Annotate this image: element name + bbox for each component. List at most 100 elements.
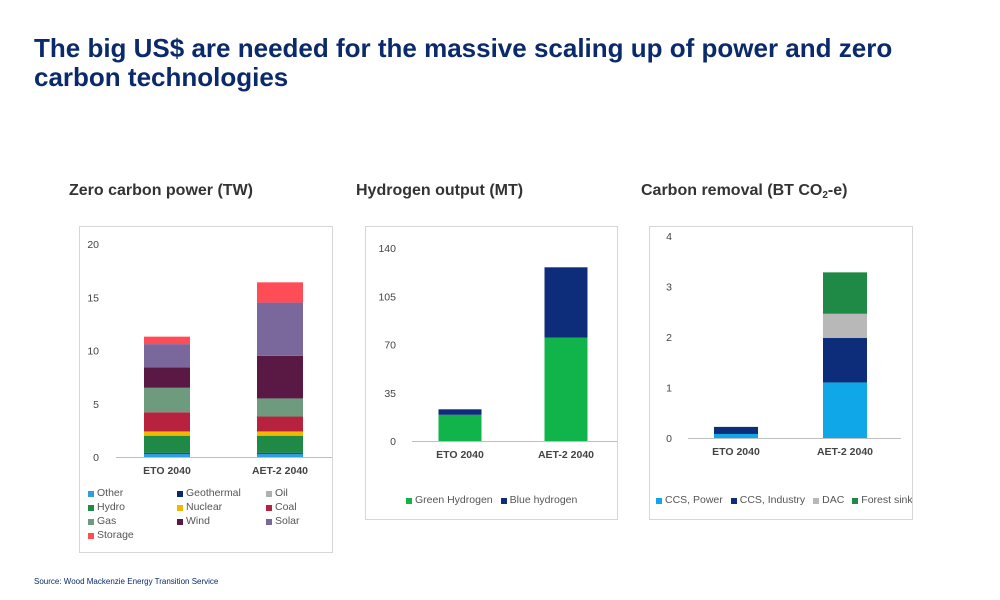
legend-label: Other	[97, 487, 124, 499]
legend-label: Green Hydrogen	[415, 494, 493, 506]
removal-ytick-label: 3	[666, 282, 672, 294]
power-bar-eto-2040-hydro	[144, 435, 190, 453]
legend-swatch	[88, 490, 94, 497]
legend-label: Solar	[275, 515, 300, 527]
legend-swatch	[852, 497, 859, 504]
hydrogen-bar-aet-2-2040-blue-hydrogen	[544, 267, 588, 338]
power-bar-eto-2040-wind	[144, 367, 190, 388]
legend-label: Coal	[275, 501, 297, 513]
legend-item-coal: Coal	[266, 501, 332, 514]
legend-swatch	[88, 518, 94, 525]
legend-swatch	[88, 532, 94, 539]
legend-swatch	[406, 497, 412, 504]
legend-item-ccs-power: CCS, Power	[656, 494, 723, 507]
legend-swatch	[813, 497, 820, 504]
power-category-label: ETO 2040	[143, 465, 191, 477]
legend-item-nuclear: Nuclear	[177, 501, 266, 514]
legend-item-gas: Gas	[88, 515, 177, 528]
removal-bar-aet-2-2040-ccs-industry	[823, 338, 867, 383]
legend-label: CCS, Industry	[739, 494, 806, 506]
hydrogen-bar-aet-2-2040-green-hydrogen	[544, 337, 588, 441]
legend-label: Nuclear	[186, 501, 223, 513]
power-bar-aet-2-2040-storage	[257, 282, 303, 303]
power-ytick-label: 5	[93, 399, 99, 411]
power-bar-eto-2040-nuclear	[144, 431, 190, 436]
legend-item-wind: Wind	[177, 515, 266, 528]
legend-label: Wind	[186, 515, 210, 527]
power-category-label: AET-2 2040	[252, 465, 308, 477]
hydrogen-chart-plot: 0 35 70 105 140 ETO 2040 AET-2 2040	[378, 243, 617, 461]
removal-category-label: ETO 2040	[712, 446, 760, 458]
hydrogen-chart: 0 35 70 105 140 ETO 2040 AET-2 2040 Green Hydr…	[365, 226, 618, 520]
power-legend: Other Geothermal Oil Hydro Nuclear Coal Gas Win…	[88, 487, 332, 542]
legend-swatch	[88, 504, 94, 511]
removal-title-subscript: 2	[822, 190, 828, 201]
hydrogen-legend: Green Hydrogen Blue hydrogen	[406, 494, 577, 507]
power-bar-eto-2040-geothermal	[144, 452, 190, 454]
legend-item-other: Other	[88, 487, 177, 500]
power-bar-aet-2-2040-nuclear	[257, 431, 303, 436]
legend-label: Oil	[275, 487, 288, 499]
hydrogen-bar-eto-2040-green-hydrogen	[438, 414, 482, 441]
legend-label: CCS, Power	[665, 494, 723, 506]
legend-label: Gas	[97, 515, 117, 527]
power-bar-eto-2040-coal	[144, 412, 190, 432]
legend-label: Forest sinks	[861, 494, 913, 506]
power-bar-eto-2040-solar	[144, 344, 190, 368]
removal-ytick-label: 0	[666, 433, 672, 445]
legend-swatch	[266, 504, 272, 511]
legend-item-storage: Storage	[88, 529, 177, 542]
power-bar-eto-2040-storage	[144, 336, 190, 345]
removal-title-end: -e)	[827, 182, 848, 199]
removal-bar-eto-2040-ccs-power	[714, 433, 758, 438]
legend-item-green-hydrogen: Green Hydrogen	[406, 494, 493, 507]
legend-item-forest-sinks: Forest sinks	[852, 494, 913, 507]
power-chart-plot: 0 5 10 15 20 ETO 2040 AET-2 2040	[87, 239, 332, 477]
legend-swatch	[730, 497, 737, 504]
power-ytick-label: 15	[87, 292, 99, 304]
legend-label: Geothermal	[186, 487, 241, 499]
legend-swatch	[500, 497, 507, 504]
removal-category-label: AET-2 2040	[817, 446, 873, 458]
legend-label: Storage	[97, 529, 134, 541]
power-bar-aet-2-2040-geothermal	[257, 452, 303, 454]
removal-bar-aet-2-2040-dac	[823, 313, 867, 339]
power-ytick-label: 0	[93, 452, 99, 464]
removal-legend: CCS, Power CCS, Industry DAC Forest sinks	[656, 494, 913, 507]
legend-item-geothermal: Geothermal	[177, 487, 266, 500]
hydrogen-category-label: ETO 2040	[436, 449, 484, 461]
legend-swatch	[177, 504, 183, 511]
power-bar-eto-2040-gas	[144, 387, 190, 413]
legend-label: DAC	[822, 494, 845, 506]
hydrogen-ytick-label: 105	[378, 291, 396, 303]
legend-item-ccs-industry: CCS, Industry	[730, 494, 806, 507]
hydrogen-ytick-label: 0	[390, 436, 396, 448]
removal-bar-eto-2040-ccs-industry	[714, 426, 758, 434]
removal-bar-aet-2-2040-forest-sinks	[823, 272, 867, 314]
removal-bar-aet-2-2040-ccs-power	[823, 382, 867, 438]
removal-ytick-label: 4	[666, 231, 672, 243]
legend-swatch	[177, 490, 183, 497]
legend-item-hydro: Hydro	[88, 501, 177, 514]
hydrogen-category-label: AET-2 2040	[538, 449, 594, 461]
legend-item-dac: DAC	[813, 494, 844, 507]
hydrogen-ytick-label: 35	[384, 388, 396, 400]
legend-swatch	[266, 490, 272, 497]
removal-title-text: Carbon removal (BT CO	[641, 182, 823, 199]
legend-label: Hydro	[97, 501, 126, 513]
legend-swatch	[266, 518, 272, 525]
power-bar-aet-2-2040-wind	[257, 355, 303, 399]
legend-item-solar: Solar	[266, 515, 332, 528]
legend-label: Blue hydrogen	[509, 494, 578, 506]
removal-ytick-label: 2	[666, 332, 672, 344]
power-bar-aet-2-2040-solar	[257, 302, 303, 356]
legend-swatch	[656, 497, 662, 504]
power-bar-aet-2-2040-hydro	[257, 435, 303, 453]
hydrogen-ytick-label: 70	[384, 340, 396, 352]
power-bar-aet-2-2040-gas	[257, 398, 303, 417]
legend-item-oil: Oil	[266, 487, 332, 500]
power-ytick-label: 20	[87, 239, 99, 251]
hydrogen-ytick-label: 140	[378, 243, 396, 255]
hydrogen-bar-eto-2040-blue-hydrogen	[438, 409, 482, 415]
removal-chart: 0 1 2 3 4 ETO 2040 AET-2 2040 CCS, Power CCS, I…	[649, 226, 913, 520]
